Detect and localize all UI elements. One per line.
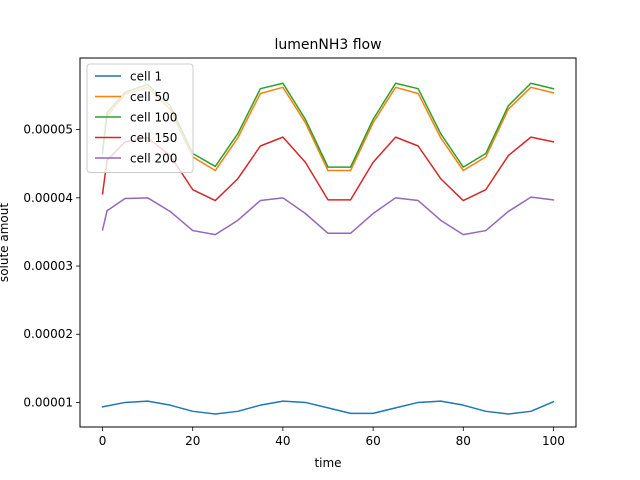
legend-label-1: cell 50 — [130, 90, 170, 104]
x-tick-label: 0 — [99, 434, 107, 448]
chart-title: lumenNH3 flow — [274, 37, 381, 53]
y-tick-label: 0.00001 — [23, 395, 73, 409]
x-tick-label: 100 — [542, 434, 565, 448]
x-axis-label: time — [314, 456, 341, 470]
y-axis-label: solute amout — [0, 203, 11, 282]
legend-box — [86, 63, 194, 173]
y-tick-label: 0.00005 — [23, 123, 73, 137]
plot-frame — [79, 57, 577, 428]
x-tick-label: 60 — [365, 434, 380, 448]
y-tick-label: 0.00002 — [23, 327, 73, 341]
x-axis: 0 20 40 60 80 100 — [99, 427, 565, 448]
legend-label-2: cell 100 — [130, 111, 177, 125]
y-tick-label: 0.00003 — [23, 259, 73, 273]
x-tick-label: 20 — [185, 434, 200, 448]
y-axis: 0.00001 0.00002 0.00003 0.00004 0.00005 — [23, 123, 80, 409]
series-line-4 — [101, 196, 555, 236]
legend-label-4: cell 200 — [130, 152, 177, 166]
series-line-0 — [101, 400, 555, 415]
y-tick-label: 0.00004 — [23, 191, 73, 205]
x-tick-label: 80 — [456, 434, 471, 448]
legend: cell 1 cell 50 cell 100 cell 150 cell 200 — [86, 63, 194, 173]
legend-label-0: cell 1 — [130, 70, 162, 84]
x-tick-label: 40 — [275, 434, 290, 448]
legend-label-3: cell 150 — [130, 131, 177, 145]
